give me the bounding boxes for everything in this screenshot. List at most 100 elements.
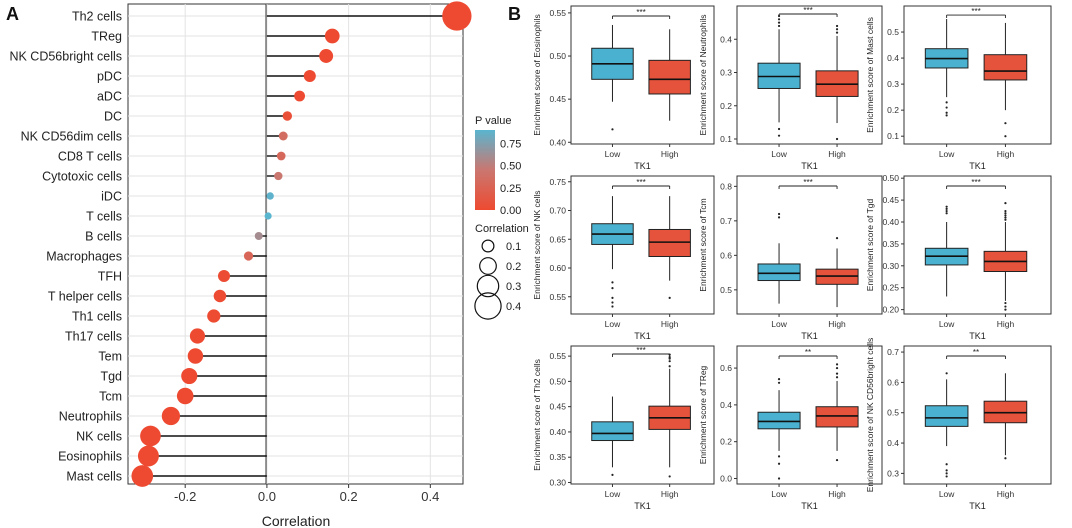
lollipop-category-labels: Th2 cells TReg NK CD56bright cells pDC aDC DC… [9, 10, 122, 484]
category-label: B cells [85, 230, 122, 244]
low-box [757, 263, 801, 282]
size-legend-circle [476, 274, 500, 298]
lollipop-marks [131, 1, 472, 487]
significance-label: ** [973, 348, 979, 357]
x-tick-label: Low [771, 319, 787, 329]
outlier-point [668, 360, 671, 363]
lollipop-dot [187, 348, 204, 364]
pvalue-legend-title: P value [475, 115, 512, 127]
y-axis-title: Enrichment score of NK cells [532, 190, 542, 299]
outlier-point [668, 357, 671, 360]
category-label: T cells [86, 210, 122, 224]
y-tick-label: 0.7 [720, 216, 732, 226]
y-tick-label: 0.75 [549, 177, 566, 187]
legend: P value 0.75 0.50 0.25 0.00 Correlation 0.1… [474, 115, 529, 320]
size-legend-circle [474, 292, 502, 320]
boxplot-frame [903, 5, 1052, 145]
x-axis-title: TK1 [801, 331, 818, 341]
y-tick-label: 0.45 [882, 195, 899, 205]
y-tick-label: 0.40 [882, 217, 899, 227]
y-tick-label: 0.50 [549, 51, 566, 61]
x-tick-label: High [997, 149, 1015, 159]
significance-label: ** [805, 348, 811, 357]
boxplot-panel: 0.40 0.45 0.50 0.55 Low High TK1 Enrichment sco… [532, 5, 715, 171]
outlier-point [777, 127, 781, 131]
category-label: Tgd [100, 370, 122, 384]
lollipop-x-axis-title: Correlation [262, 513, 330, 528]
x-axis-title: TK1 [801, 161, 818, 171]
size-legend-circle [479, 257, 497, 275]
lollipop-dot [266, 192, 274, 200]
lollipop-dot [303, 69, 316, 83]
boxplot-panel: 0.3 0.4 0.5 0.6 0.7 Low High TK1 Enrichment scor… [865, 338, 1052, 511]
significance-label: *** [803, 6, 812, 15]
y-axis-title: Enrichment score of Tgd [865, 199, 875, 292]
x-tick-label: Low [605, 319, 621, 329]
outlier-point [611, 296, 614, 299]
x-tick-label: Low [939, 489, 955, 499]
y-tick-label: 0.20 [882, 305, 899, 315]
size-legend-label: 0.4 [506, 301, 521, 313]
low-box [924, 405, 969, 427]
y-tick-label: 0.5 [720, 285, 732, 295]
y-tick-label: 0.45 [549, 94, 566, 104]
category-label: Th17 cells [65, 330, 122, 344]
outlier-point [611, 473, 614, 477]
lollipop-dot [276, 151, 286, 161]
y-tick-label: 0.5 [887, 408, 899, 418]
lollipop-dot [131, 465, 154, 487]
outlier-point [1004, 135, 1007, 138]
outlier-point [777, 477, 781, 480]
significance-label: *** [636, 346, 645, 355]
size-legend-label: 0.3 [506, 281, 521, 293]
lollipop-dot [278, 131, 288, 141]
size-legend-title: Correlation [475, 223, 529, 235]
lollipop-x-ticks: -0.2 0.0 0.2 0.4 [174, 484, 439, 504]
outlier-point [945, 472, 948, 475]
category-label: Tem [98, 350, 122, 364]
y-tick-label: 0.50 [882, 173, 899, 183]
y-tick-label: 0.3 [887, 79, 899, 89]
y-axis-title: Enrichment score of Neutrophils [698, 15, 708, 136]
outlier-point [835, 237, 839, 240]
category-label: Mast cells [66, 470, 122, 484]
x-tick-label: -0.2 [174, 489, 196, 504]
y-axis-title: Enrichment score of Eosinophils [532, 14, 542, 135]
outlier-point [1004, 218, 1007, 221]
outlier-point [835, 366, 839, 370]
boxplot-frame [736, 175, 883, 315]
y-tick-label: 0.3 [720, 68, 732, 78]
y-tick-label: 0.65 [549, 234, 566, 244]
category-label: Th1 cells [72, 310, 122, 324]
lollipop-dot [217, 269, 231, 283]
y-tick-label: 0.50 [549, 376, 566, 386]
y-tick-label: 0.60 [549, 263, 566, 273]
category-label: NK cells [76, 430, 122, 444]
x-axis-title: TK1 [969, 501, 986, 511]
outlier-point [835, 458, 839, 462]
pvalue-legend-ticks: 0.75 0.50 0.25 0.00 [495, 138, 521, 217]
lollipop-dot [181, 367, 198, 385]
lollipop-dot [324, 28, 340, 44]
y-axis-title: Enrichment score of Mast cells [865, 17, 875, 133]
y-tick-label: 0.4 [887, 438, 899, 448]
y-axis-title: Enrichment score of Th2 cells [532, 359, 542, 471]
x-tick-label: Low [771, 489, 787, 499]
x-tick-label: 0.2 [340, 489, 358, 504]
outlier-point [1004, 202, 1007, 205]
outlier-point [835, 137, 839, 141]
x-tick-label: High [997, 319, 1015, 329]
y-tick-label: 0.55 [549, 292, 566, 302]
outlier-point [1004, 214, 1007, 217]
y-tick-label: 0.55 [549, 351, 566, 361]
y-tick-label: 0.35 [549, 452, 566, 462]
y-tick-label: 0.40 [549, 137, 566, 147]
x-tick-label: High [661, 149, 679, 159]
outlier-point [945, 114, 948, 117]
significance-label: *** [636, 178, 645, 187]
pvalue-tick-label: 0.75 [500, 138, 521, 150]
outlier-point [777, 18, 781, 21]
size-legend-label: 0.2 [506, 261, 521, 273]
category-label: aDC [97, 90, 122, 104]
